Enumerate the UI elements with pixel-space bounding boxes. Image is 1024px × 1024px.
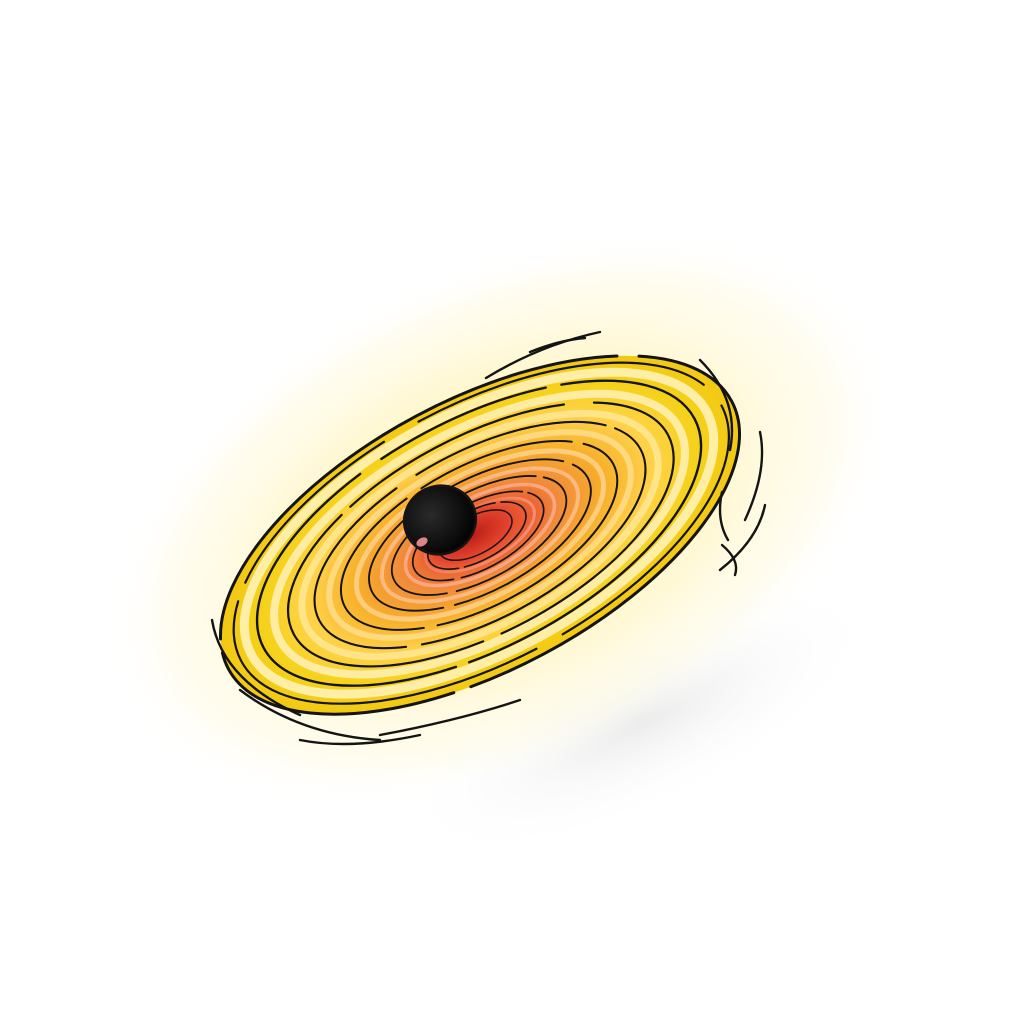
singularity [402, 484, 478, 556]
swirl-strokes [210, 330, 767, 746]
